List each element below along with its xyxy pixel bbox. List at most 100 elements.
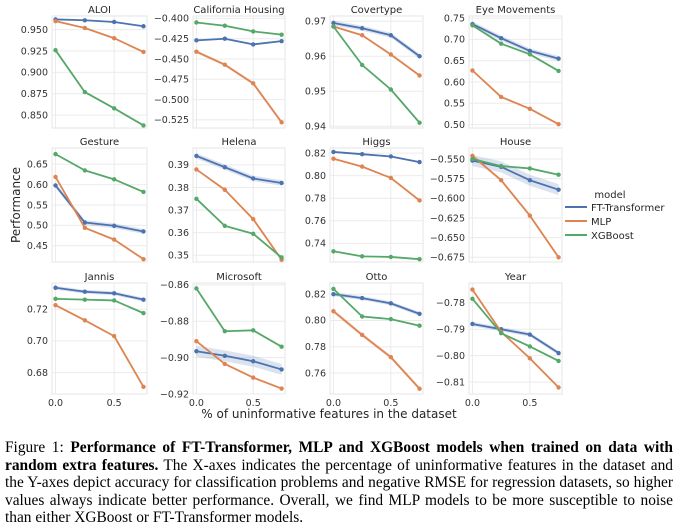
point-mlp <box>527 213 533 218</box>
y-tick-label: −0.500 <box>154 95 189 106</box>
y-tick-label: 0.94 <box>305 122 326 133</box>
y-tick-label: −0.90 <box>160 353 189 364</box>
point-xgboost <box>279 32 284 37</box>
panel-helena: 0.35 0.36 0.37 0.38 0.39 Helena <box>168 137 286 263</box>
y-tick-label: 0.78 <box>305 342 326 353</box>
line-xgboost <box>333 250 420 261</box>
line-mlp <box>55 304 145 388</box>
panel-title: Covertype <box>351 5 403 16</box>
panels: 0.850 0.875 0.900 0.925 0.950 ALOI −0.400 −0.42… <box>21 5 563 409</box>
line-xgboost <box>472 158 559 176</box>
y-tick-label: 0.82 <box>305 148 326 159</box>
point-xgboost <box>470 296 475 302</box>
point-ft-transformer <box>331 20 336 26</box>
point-xgboost <box>331 249 336 254</box>
point-ft-transformer <box>556 187 561 192</box>
x-tick-label: 0.0 <box>326 398 341 409</box>
point-ft-transformer <box>111 19 117 25</box>
y-tick-label: −0.81 <box>436 377 465 388</box>
legend-label-mlp: MLP <box>591 217 611 228</box>
point-mlp <box>388 175 394 181</box>
y-tick-label: 0.36 <box>168 228 189 239</box>
panel-title: Helena <box>221 137 256 148</box>
panel-eye-movements: 0.50 0.55 0.60 0.65 0.70 0.75 Eye Movements <box>444 5 563 131</box>
line-mlp <box>332 310 421 390</box>
point-ft-transformer <box>194 38 199 43</box>
y-tick-label: 0.900 <box>21 68 48 79</box>
point-xgboost <box>527 52 533 57</box>
y-tick-label: 0.68 <box>27 368 48 379</box>
point-ft-transformer <box>331 149 336 155</box>
panel-title: Otto <box>366 272 388 283</box>
x-tick-label: 0.5 <box>246 398 261 409</box>
y-tick-label: 0.65 <box>444 56 465 67</box>
y-tick-label: 0.78 <box>305 194 326 205</box>
point-mlp <box>470 153 475 159</box>
panel-jannis: 0.68 0.70 0.72 0.0 0.5 Jannis <box>27 272 148 409</box>
point-mlp <box>359 164 365 169</box>
point-ft-transformer <box>556 350 561 356</box>
point-ft-transformer <box>388 154 394 159</box>
y-tick-label: 0.37 <box>168 205 189 216</box>
point-xgboost <box>527 166 533 171</box>
series-mlp <box>53 174 146 262</box>
point-xgboost <box>53 296 58 302</box>
plot-frame <box>192 15 286 129</box>
point-ft-transformer <box>359 152 365 157</box>
confidence-band-ft-transformer <box>333 292 420 316</box>
point-xgboost <box>470 156 475 162</box>
x-tick-label: 0.5 <box>107 398 122 409</box>
panel-higgs: 0.74 0.76 0.78 0.80 0.82 Higgs <box>305 137 424 263</box>
point-ft-transformer <box>111 223 117 228</box>
line-mlp <box>196 50 283 123</box>
line-xgboost <box>332 25 421 124</box>
point-mlp <box>82 225 88 230</box>
point-xgboost <box>556 68 561 74</box>
point-mlp <box>194 167 199 172</box>
y-tick-label: 0.82 <box>305 289 326 300</box>
caption-label: Figure 1: <box>5 439 64 456</box>
point-ft-transformer <box>388 33 394 38</box>
line-xgboost <box>55 153 144 193</box>
line-xgboost <box>55 297 144 314</box>
point-xgboost <box>359 314 365 319</box>
point-mlp <box>250 216 256 222</box>
series-mlp <box>331 309 422 391</box>
y-tick-label: 0.50 <box>444 120 465 131</box>
point-ft-transformer <box>470 321 475 327</box>
confidence-band-ft-transformer <box>196 345 282 375</box>
point-ft-transformer <box>359 295 365 301</box>
point-xgboost <box>53 151 58 157</box>
line-xgboost <box>54 49 144 127</box>
point-mlp <box>111 36 117 41</box>
point-mlp <box>359 332 365 338</box>
point-xgboost <box>194 286 199 291</box>
legend-title: model <box>594 190 625 201</box>
legend-label-ft-transformer: FT-Transformer <box>591 203 665 214</box>
series-xgboost <box>53 296 146 316</box>
point-xgboost <box>556 358 561 364</box>
y-tick-label: 0.76 <box>305 368 326 379</box>
point-xgboost <box>359 62 365 68</box>
series-xgboost <box>194 20 284 37</box>
point-ft-transformer <box>556 56 561 61</box>
point-mlp <box>53 303 58 308</box>
line-xgboost <box>332 288 420 327</box>
line-xgboost <box>471 298 559 362</box>
point-xgboost <box>498 41 504 46</box>
point-ft-transformer <box>111 291 117 296</box>
point-ft-transformer <box>417 54 422 59</box>
panel-title: ALOI <box>88 5 111 16</box>
point-ft-transformer <box>82 220 88 225</box>
point-xgboost <box>111 298 117 303</box>
point-mlp <box>331 309 336 314</box>
series-mlp <box>470 153 561 260</box>
panel-title: Year <box>504 272 527 283</box>
y-tick-label: 0.80 <box>305 171 326 182</box>
y-tick-label: 0.72 <box>27 304 48 315</box>
panel-title: House <box>500 137 531 148</box>
legend-entry-mlp: MLP <box>565 217 611 228</box>
panel-title: Gesture <box>80 137 119 148</box>
series-xgboost <box>470 296 561 364</box>
confidence-band-ft-transformer <box>472 21 559 62</box>
